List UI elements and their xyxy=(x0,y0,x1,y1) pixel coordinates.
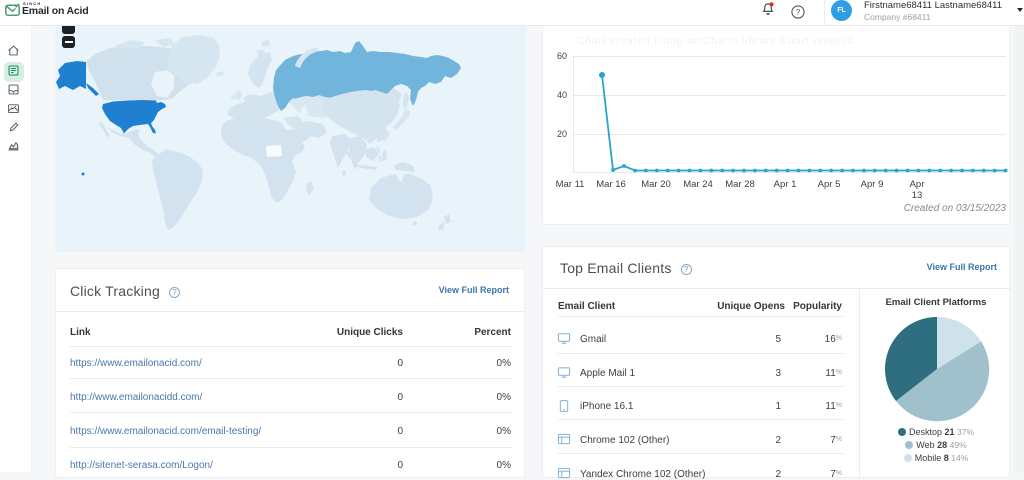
svg-text:?: ? xyxy=(796,8,801,17)
